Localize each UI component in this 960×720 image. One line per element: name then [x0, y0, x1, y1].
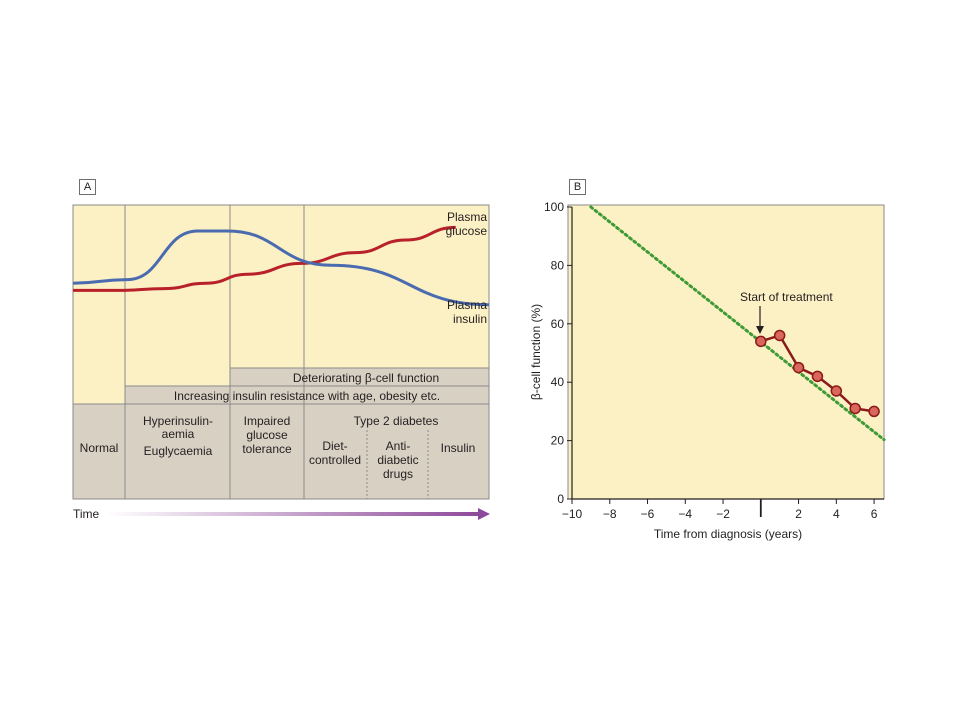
- time-label: Time: [73, 507, 100, 521]
- insulin-label-2: insulin: [453, 312, 487, 326]
- x-tick-label: −4: [678, 507, 692, 521]
- stage-box-area: [72, 403, 490, 500]
- x-tick-label: 6: [871, 507, 878, 521]
- insulin-curve: [72, 229, 490, 307]
- time-arrow-head: [478, 508, 490, 520]
- stage-anti-3: drugs: [383, 467, 413, 481]
- x-tick-label: −10: [562, 507, 583, 521]
- x-tick-label: −2: [716, 507, 730, 521]
- x-tick-label: −6: [641, 507, 655, 521]
- x-tick-label: −8: [603, 507, 617, 521]
- stage-diet-2: controlled: [309, 453, 361, 467]
- annotation-arrowhead: [756, 326, 764, 334]
- y-tick-label: 0: [557, 492, 564, 506]
- data-point: [811, 370, 824, 383]
- data-point: [868, 405, 880, 418]
- y-tick-label: 20: [551, 434, 565, 448]
- insulin-label-1: Plasma: [447, 298, 487, 312]
- stage-anti-2: diabetic: [377, 453, 418, 467]
- panel-b-background: [567, 204, 885, 500]
- stage-hyper-2: aemia: [162, 427, 195, 441]
- glucose-label-1: Plasma: [447, 210, 487, 224]
- stage-insulin: Insulin: [441, 441, 476, 455]
- y-axis-title: β-cell function (%): [529, 304, 543, 400]
- stage-igt-2: glucose: [246, 428, 288, 442]
- x-axis-title: Time from diagnosis (years): [654, 527, 802, 541]
- stage-t2d: Type 2 diabetes: [354, 414, 439, 428]
- stage-hyper-3: Euglycaemia: [144, 444, 213, 458]
- stage-normal: Normal: [80, 441, 119, 455]
- glucose-label-2: glucose: [446, 224, 488, 238]
- stage-diet-1: Diet-: [322, 439, 347, 453]
- annotation-text: Start of treatment: [740, 290, 833, 304]
- stage-hyper-1: Hyperinsulin-: [143, 414, 213, 428]
- data-point: [755, 335, 767, 348]
- band-beta-text: Deteriorating β-cell function: [293, 371, 439, 385]
- glucose-curve: [73, 225, 456, 292]
- y-tick-label: 100: [544, 200, 564, 214]
- data-point: [830, 385, 843, 397]
- panel-a-label: A: [79, 179, 96, 195]
- panel-b-label: B: [569, 179, 586, 195]
- data-point: [849, 402, 861, 415]
- stage-igt-3: tolerance: [242, 442, 292, 456]
- x-tick-label: 2: [795, 507, 802, 521]
- data-point: [792, 361, 805, 374]
- time-arrow-shaft: [106, 512, 478, 516]
- data-point: [773, 329, 786, 342]
- y-tick-label: 60: [551, 317, 565, 331]
- band-resistance-text: Increasing insulin resistance with age, …: [174, 389, 440, 403]
- x-tick-label: 4: [833, 507, 840, 521]
- y-tick-label: 40: [551, 375, 565, 389]
- stage-igt-1: Impaired: [244, 414, 291, 428]
- predicted-decline-line: [589, 205, 886, 442]
- stage-anti-1: Anti-: [386, 439, 411, 453]
- y-tick-label: 80: [551, 258, 565, 272]
